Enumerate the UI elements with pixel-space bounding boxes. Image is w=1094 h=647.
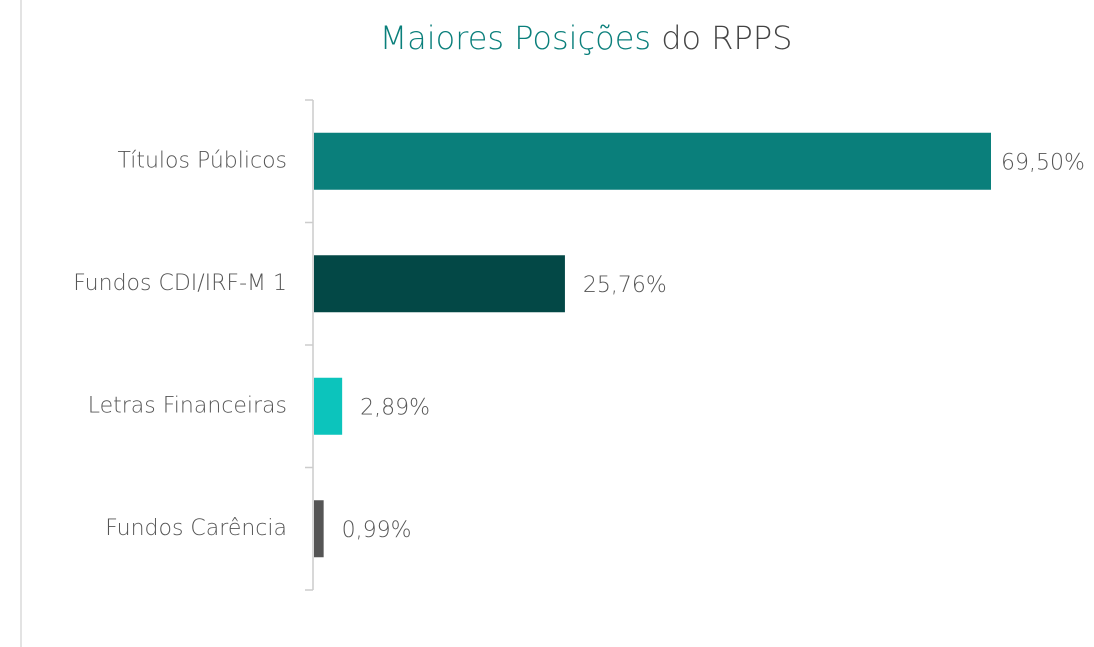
title-rest: do RPPS — [661, 19, 792, 57]
chart-title: Maiores Posições do RPPS — [380, 19, 793, 57]
category-label: Títulos Públicos — [117, 148, 287, 173]
bar — [314, 500, 324, 558]
category-label: Fundos CDI/IRF-M 1 — [73, 271, 287, 296]
value-label: 69,50% — [1001, 150, 1085, 175]
value-label: 0,99% — [342, 518, 412, 543]
bar — [314, 132, 991, 190]
bar — [314, 255, 565, 313]
bar — [314, 377, 343, 435]
category-label: Letras Financeiras — [88, 393, 287, 418]
category-label: Fundos Carência — [105, 516, 287, 541]
value-label: 25,76% — [583, 273, 667, 298]
value-label: 2,89% — [360, 395, 430, 420]
title-highlight: Maiores Posições — [380, 19, 652, 57]
